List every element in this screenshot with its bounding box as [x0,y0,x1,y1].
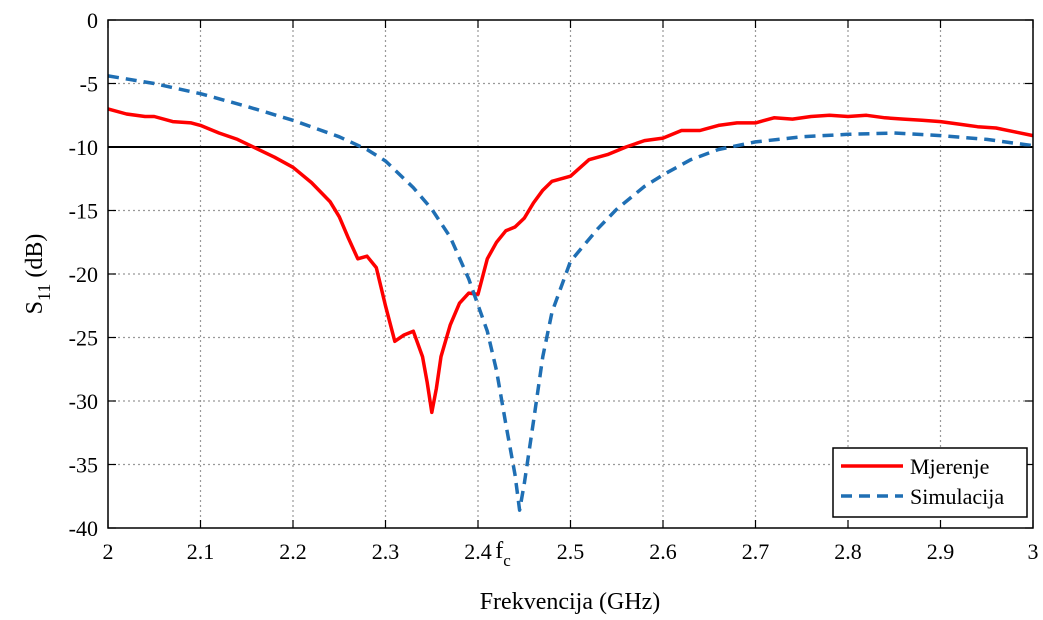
x-tick-label: 2.8 [834,539,862,564]
y-axis-label-unit: (dB) [22,234,48,284]
legend-label-simulacija: Simulacija [910,484,1004,509]
x-tick-label: 2.3 [372,539,400,564]
x-tick-label: 2.9 [927,539,955,564]
y-tick-label: -30 [69,389,98,414]
x-tick-label: 2 [103,539,114,564]
x-tick-label: 2.5 [557,539,585,564]
y-tick-label: -35 [69,453,98,478]
y-tick-label: 0 [87,8,98,33]
series-layer [107,74,1034,512]
x-tick-label: 3 [1028,539,1039,564]
x-tick-label: 2.6 [649,539,677,564]
x-tick-label: 2.1 [187,539,215,564]
y-tick-label: -25 [69,326,98,351]
legend-box [832,447,1028,518]
y-tick-label: -10 [69,135,98,160]
y-axis-label-main: S [22,301,48,314]
x-axis-label: Frekvencija (GHz) [480,589,661,615]
fc-annotation-main: f [495,538,503,564]
series-line-mjerenje [107,107,1034,415]
y-tick-label: -15 [69,199,98,224]
x-tick-label: 2.7 [742,539,770,564]
x-tick-label: 2.4 [464,539,492,564]
y-axis-label: S11 (dB) [22,234,54,315]
x-tick-labels: 2 2.1 2.2 2.3 2.4 2.5 2.6 2.7 2.8 2.9 3 [103,539,1039,564]
series-line-simulacija [107,74,1034,512]
y-axis-label-sub: 11 [34,284,54,301]
y-tick-label: -20 [69,262,98,287]
fc-annotation: fc [495,538,511,570]
legend: Mjerenje Simulacija [832,447,1028,518]
y-tick-labels: 0 -5 -10 -15 -20 -25 -30 -35 -40 [69,8,98,541]
y-tick-label: -5 [80,72,98,97]
legend-label-mjerenje: Mjerenje [910,454,989,479]
y-tick-label: -40 [69,516,98,541]
fc-annotation-sub: c [503,551,511,570]
tick-marks [107,19,1034,529]
x-tick-label: 2.2 [279,539,307,564]
